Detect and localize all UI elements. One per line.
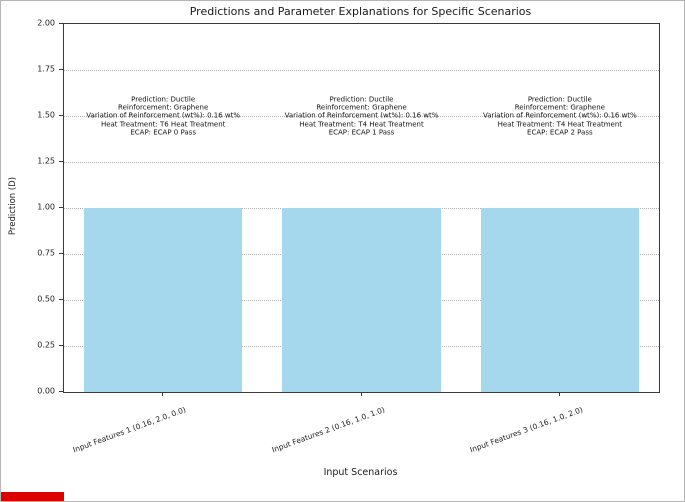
annotation-line: Variation of Reinforcement (wt%): 0.16 w…	[482, 111, 637, 120]
y-tick-label: 0.25	[37, 340, 55, 350]
annotation-line: Reinforcement: Graphene	[514, 103, 605, 112]
y-tick-label: 1.25	[37, 156, 55, 166]
y-tick-mark	[59, 345, 63, 346]
annotation-line: Reinforcement: Graphene	[118, 103, 209, 112]
y-tick-mark	[59, 23, 63, 24]
y-tick-label: 1.50	[37, 110, 55, 120]
bar-annotation: Prediction: Ductile Reinforcement: Graphe…	[257, 95, 467, 136]
annotation-line: Heat Treatment: T6 Heat Treatment	[100, 120, 226, 129]
bar-annotation: Prediction: Ductile Reinforcement: Graphe…	[58, 95, 268, 136]
x-tick-label: Input Features 1 (0.16, 2.0, 0.0)	[71, 405, 188, 455]
y-tick-label: 0.75	[37, 248, 55, 258]
y-tick-label: 0.00	[37, 386, 55, 396]
x-tick-label: Input Features 3 (0.16, 1.0, 2.0)	[468, 405, 584, 455]
y-tick-label: 2.00	[37, 18, 55, 28]
y-tick-mark	[59, 253, 63, 254]
annotation-line: ECAP: ECAP 2 Pass	[527, 128, 593, 137]
annotation-line: Variation of Reinforcement (wt%): 0.16 w…	[86, 111, 241, 120]
y-tick-label: 1.75	[37, 64, 55, 74]
y-tick-label: 1.00	[37, 202, 55, 212]
y-tick-label: 0.50	[37, 294, 55, 304]
gridline	[64, 116, 659, 117]
annotation-line: Variation of Reinforcement (wt%): 0.16 w…	[284, 111, 439, 120]
annotation-line: Prediction: Ductile	[131, 95, 196, 104]
x-tick-mark	[360, 392, 362, 396]
gridline	[64, 70, 659, 71]
y-tick-mark	[59, 299, 63, 300]
bar-annotation: Prediction: Ductile Reinforcement: Graphe…	[455, 95, 665, 136]
red-strip-decoration	[1, 492, 64, 501]
bar	[282, 208, 441, 392]
x-tick-label: Input Features 2 (0.16, 1.0, 1.0)	[270, 405, 386, 455]
annotation-line: ECAP: ECAP 1 Pass	[328, 128, 395, 137]
bar	[480, 208, 640, 392]
plot-area: Prediction: Ductile Reinforcement: Graphe…	[63, 23, 660, 393]
bar	[83, 208, 243, 392]
annotation-line: Prediction: Ductile	[527, 95, 592, 104]
annotation-line: ECAP: ECAP 0 Pass	[130, 128, 196, 137]
y-tick-mark	[59, 115, 63, 116]
annotation-line: Prediction: Ductile	[329, 95, 394, 104]
y-axis-label: Prediction (D)	[8, 176, 18, 236]
y-tick-mark	[59, 161, 63, 162]
annotation-line: Reinforcement: Graphene	[316, 103, 407, 112]
y-tick-mark	[59, 391, 63, 392]
annotation-line: Heat Treatment: T4 Heat Treatment	[299, 120, 424, 129]
y-tick-mark	[59, 69, 63, 70]
annotation-line: Heat Treatment: T4 Heat Treatment	[497, 120, 623, 129]
x-tick-mark	[162, 392, 164, 396]
y-tick-mark	[59, 207, 63, 208]
chart-title: Predictions and Parameter Explanations f…	[189, 5, 532, 18]
x-axis-label: Input Scenarios	[323, 467, 398, 478]
x-tick-mark	[558, 392, 560, 396]
gridline	[64, 162, 659, 163]
